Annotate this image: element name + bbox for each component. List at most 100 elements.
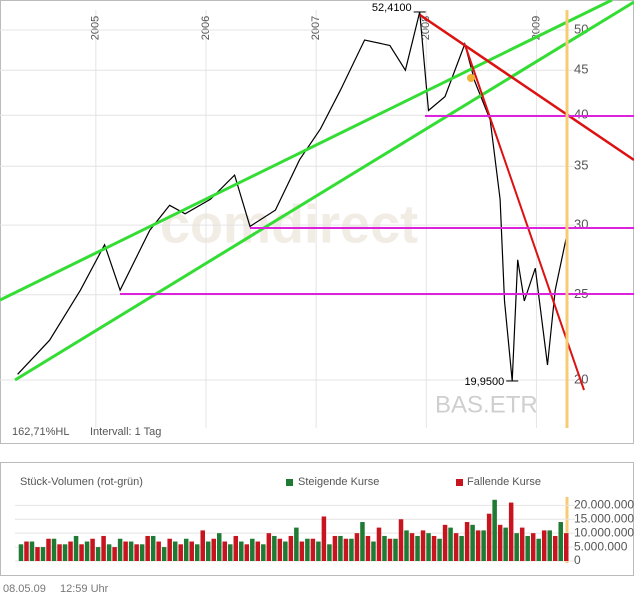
volume-bar — [272, 535, 277, 561]
volume-bar — [492, 499, 497, 561]
volume-bar — [393, 538, 398, 561]
volume-bar — [250, 538, 255, 561]
y-tick-label: 10.000.000 — [574, 525, 634, 539]
volume-bar — [239, 541, 244, 561]
volume-bar — [376, 527, 382, 561]
y-tick-label: 15.000.000 — [574, 511, 634, 525]
trend-channel-upper — [0, 0, 613, 302]
volume-bar — [294, 527, 299, 561]
volume-bar — [299, 541, 305, 561]
legend-swatch — [286, 479, 293, 486]
volume-bar — [73, 535, 79, 561]
volume-bar — [211, 538, 217, 561]
legend-label: Steigende Kurse — [298, 476, 379, 488]
y-tick-label: 0 — [574, 553, 581, 567]
volume-bar — [51, 538, 57, 561]
volume-bar — [161, 547, 167, 561]
legend-label: Fallende Kurse — [467, 476, 541, 488]
volume-bar — [35, 547, 40, 561]
volume-bar — [354, 533, 360, 561]
x-tick-label: 2006 — [200, 16, 212, 40]
volume-bar — [40, 547, 46, 561]
volume-bar — [503, 527, 508, 561]
volume-bar — [150, 535, 156, 561]
volume-bar — [459, 535, 464, 561]
volume-bar — [112, 547, 117, 561]
volume-bar — [233, 535, 239, 561]
watermark: comdirect — [160, 194, 418, 254]
volume-bar — [404, 530, 409, 561]
volume-bar — [167, 538, 172, 561]
volume-bar — [266, 533, 272, 561]
footnote: 162,71%HL — [12, 426, 70, 438]
trend-down-2 — [464, 44, 585, 391]
volume-bar — [95, 547, 101, 561]
volume-bar — [134, 544, 139, 561]
footnote: Intervall: 1 Tag — [90, 426, 161, 438]
volume-bar — [305, 538, 310, 561]
volume-bar — [475, 530, 481, 561]
volume-bar — [46, 538, 51, 561]
volume-bar — [189, 541, 194, 561]
volume-bar — [547, 530, 552, 561]
volume-bar — [183, 538, 189, 561]
volume-bar — [244, 544, 250, 561]
volume-bar — [261, 544, 266, 561]
annotation: 52,4100 — [372, 2, 412, 14]
volume-bar — [205, 541, 211, 561]
volume-bar — [519, 527, 525, 561]
volume-bar — [29, 541, 35, 561]
volume-bar — [343, 538, 349, 561]
symbol: BAS.ETR — [435, 391, 538, 418]
volume-bar — [327, 544, 332, 561]
volume-bar — [277, 538, 283, 561]
volume-bar — [464, 522, 470, 561]
volume-bar — [552, 535, 558, 561]
volume-bar — [178, 544, 183, 561]
volume-bar — [409, 533, 415, 561]
y-tick-label: 5.000.000 — [574, 539, 628, 553]
legend-swatch — [456, 479, 463, 486]
volume-bar — [200, 530, 205, 561]
price-panel — [0, 0, 634, 444]
footer-date: 08.05.09 — [3, 583, 46, 595]
volume-bar — [514, 533, 519, 561]
volume-bar — [321, 516, 327, 561]
volume-bar — [310, 538, 316, 561]
volume-bar — [558, 522, 563, 561]
volume-bar — [18, 544, 24, 561]
volume-bar — [68, 541, 73, 561]
annotation: 19,9500 — [464, 376, 504, 388]
volume-bar — [222, 541, 228, 561]
volume-bar — [481, 530, 486, 561]
y-tick-label: 40 — [574, 107, 588, 122]
volume-bar — [194, 544, 200, 561]
volume-bar — [101, 535, 106, 561]
volume-bar — [117, 538, 123, 561]
volume-bar — [486, 513, 492, 561]
volume-bar — [536, 538, 541, 561]
y-tick-label: 30 — [574, 217, 588, 232]
volume-bar — [360, 522, 365, 561]
volume-bar — [563, 533, 569, 561]
volume-bar — [398, 519, 404, 561]
volume-bar — [415, 535, 420, 561]
volume-bar — [382, 535, 387, 561]
volume-bar — [84, 541, 90, 561]
volume-bar — [283, 541, 288, 561]
footer-time: 12:59 Uhr — [60, 583, 109, 595]
x-tick-label: 2005 — [90, 16, 102, 40]
dividend-marker — [467, 74, 475, 82]
volume-bar — [338, 535, 343, 561]
volume-bar — [371, 541, 376, 561]
y-tick-label: 20.000.000 — [574, 498, 634, 512]
volume-bar — [530, 533, 536, 561]
price-plot: 200520062007200820092025303540455052,410… — [0, 2, 588, 428]
volume-bar — [217, 533, 222, 561]
volume-bar — [172, 541, 178, 561]
volume-bar — [123, 541, 128, 561]
volume-bar — [316, 541, 321, 561]
volume-bar — [156, 541, 161, 561]
volume-bar — [24, 541, 29, 561]
